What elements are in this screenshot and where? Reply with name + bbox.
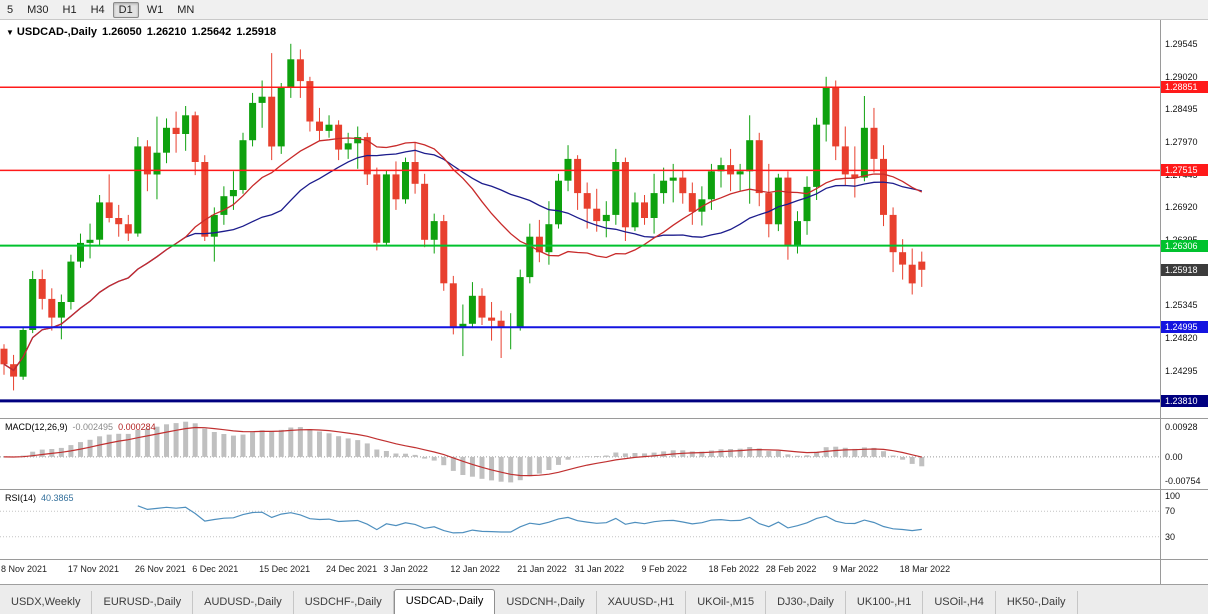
rsi-axis-label: 30: [1165, 531, 1176, 542]
price-axis-label: 1.25345: [1165, 300, 1198, 311]
chart-ohlc-header: ▼ USDCAD-,Daily 1.26050 1.26210 1.25642 1.259…: [6, 26, 281, 38]
timeframe-button-w1[interactable]: W1: [146, 3, 164, 16]
macd-axis-label: -0.00754: [1165, 476, 1201, 486]
timeframe-button-5[interactable]: 5: [7, 3, 14, 16]
rsi-name: RSI(14): [5, 493, 37, 503]
chart-symbol-label: USDCAD-,Daily: [16, 26, 97, 38]
date-axis-label: 3 Jan 2022: [383, 564, 428, 574]
macd-axis-label: 0.00: [1165, 451, 1183, 462]
price-axis-label: 1.29020: [1165, 71, 1198, 82]
timeframe-button-h1[interactable]: H1: [62, 3, 77, 16]
chart-tab-usdchf-daily[interactable]: USDCHF-,Daily: [294, 591, 394, 614]
date-axis-label: 26 Nov 2021: [134, 564, 186, 574]
date-axis-label: 15 Dec 2021: [259, 564, 311, 574]
ohlc-low-value: 1.25642: [191, 26, 232, 38]
chart-tab-usdcad-daily[interactable]: USDCAD-,Daily: [393, 589, 496, 614]
macd-histogram: [11, 421, 925, 483]
hline-price-tag: 1.27515: [1161, 164, 1208, 177]
rsi-panel-plot[interactable]: [0, 490, 1208, 559]
date-axis-label: 18 Mar 2022: [899, 564, 951, 574]
macd-signal-line: [3, 426, 922, 477]
macd-indicator-label: MACD(12,26,9) -0.002495 0.000284: [5, 422, 161, 432]
date-axis-label: 6 Dec 2021: [192, 564, 239, 574]
date-axis-label: 9 Mar 2022: [832, 564, 879, 574]
rsi-line: [137, 505, 922, 534]
date-axis-label: 12 Jan 2022: [450, 564, 500, 574]
timeframe-button-d1[interactable]: D1: [112, 1, 139, 18]
macd-axis-label: 0.00928: [1165, 422, 1198, 432]
chart-tab-uk100-h1[interactable]: UK100-,H1: [846, 591, 924, 614]
ohlc-open-value: 1.26050: [102, 26, 142, 38]
price-chart-plot[interactable]: [0, 20, 1208, 419]
hline-price-tag: 1.26306: [1161, 239, 1208, 252]
chart-tab-usoil-h4[interactable]: USOil-,H4: [923, 591, 996, 614]
symbol-marker-icon: ▼: [6, 28, 14, 37]
macd-main-value: -0.002495: [72, 422, 114, 432]
date-axis-label: 8 Nov 2021: [1, 564, 48, 574]
panel-separator[interactable]: [0, 418, 1208, 419]
timeframe-button-h4[interactable]: H4: [90, 3, 105, 16]
timeframe-button-m30[interactable]: M30: [27, 3, 49, 16]
rsi-axis-label: 100: [1165, 491, 1181, 501]
rsi-value: 40.3865: [41, 493, 74, 503]
price-axis-label: 1.27970: [1165, 137, 1198, 148]
timeframe-button-mn[interactable]: MN: [177, 3, 195, 16]
date-axis-label: 9 Feb 2022: [641, 564, 688, 574]
date-axis-label: 28 Feb 2022: [765, 564, 817, 574]
hline-price-tag: 1.23810: [1161, 394, 1208, 407]
chart-tab-usdx-weekly[interactable]: USDX,Weekly: [0, 591, 93, 614]
date-axis-label: 31 Jan 2022: [574, 564, 625, 574]
price-axis-label: 1.28495: [1165, 104, 1198, 115]
chart-tab-xauusd-h1[interactable]: XAUUSD-,H1: [597, 591, 687, 614]
hline-price-tag: 1.24995: [1161, 321, 1208, 334]
chart-tab-dj30-daily[interactable]: DJ30-,Daily: [766, 591, 846, 614]
macd-panel-plot[interactable]: [0, 419, 1208, 489]
price-axis-label: 1.29545: [1165, 39, 1198, 50]
rsi-indicator-label: RSI(14) 40.3865: [5, 493, 79, 503]
price-axis-label: 1.24295: [1165, 365, 1198, 376]
date-axis-label: 17 Nov 2021: [67, 564, 119, 574]
chart-tab-eurusd-daily[interactable]: EURUSD-,Daily: [92, 591, 194, 614]
ohlc-close-value: 1.25918: [236, 26, 277, 38]
macd-name: MACD(12,26,9): [5, 422, 68, 432]
panel-separator[interactable]: [0, 489, 1208, 490]
current-price-tag: 1.25918: [1161, 263, 1208, 276]
macd-signal-value: 0.000284: [118, 422, 156, 432]
price-scale-separator: [1160, 20, 1161, 584]
timeframe-toolbar: 5 M30 H1 H4 D1 W1 MN: [0, 0, 1208, 20]
panel-separator: [0, 559, 1208, 560]
chart-tab-usdcnh-daily[interactable]: USDCNH-,Daily: [495, 591, 597, 614]
ohlc-high-value: 1.26210: [146, 26, 187, 38]
date-axis-label: 24 Dec 2021: [326, 564, 378, 574]
hline-price-tag: 1.28851: [1161, 81, 1208, 94]
date-axis-label: 21 Jan 2022: [517, 564, 567, 574]
time-axis[interactable]: 8 Nov 2021 17 Nov 2021 26 Nov 2021 6 Dec 20…: [0, 560, 1160, 584]
date-axis-label: 18 Feb 2022: [708, 564, 759, 574]
ma-fast-line: [3, 137, 923, 372]
chart-tab-hk50-daily[interactable]: HK50-,Daily: [996, 591, 1078, 614]
price-axis-label: 1.26920: [1165, 202, 1198, 213]
chart-tabs-bar: USDX,Weekly EURUSD-,Daily AUDUSD-,Daily USD…: [0, 584, 1208, 614]
price-axis-label: 1.24820: [1165, 333, 1198, 344]
candles-group: [0, 43, 926, 391]
chart-tab-ukoil-m15[interactable]: UKOil-,M15: [686, 591, 767, 614]
chart-tab-audusd-daily[interactable]: AUDUSD-,Daily: [193, 591, 294, 614]
rsi-axis-label: 70: [1165, 506, 1176, 517]
